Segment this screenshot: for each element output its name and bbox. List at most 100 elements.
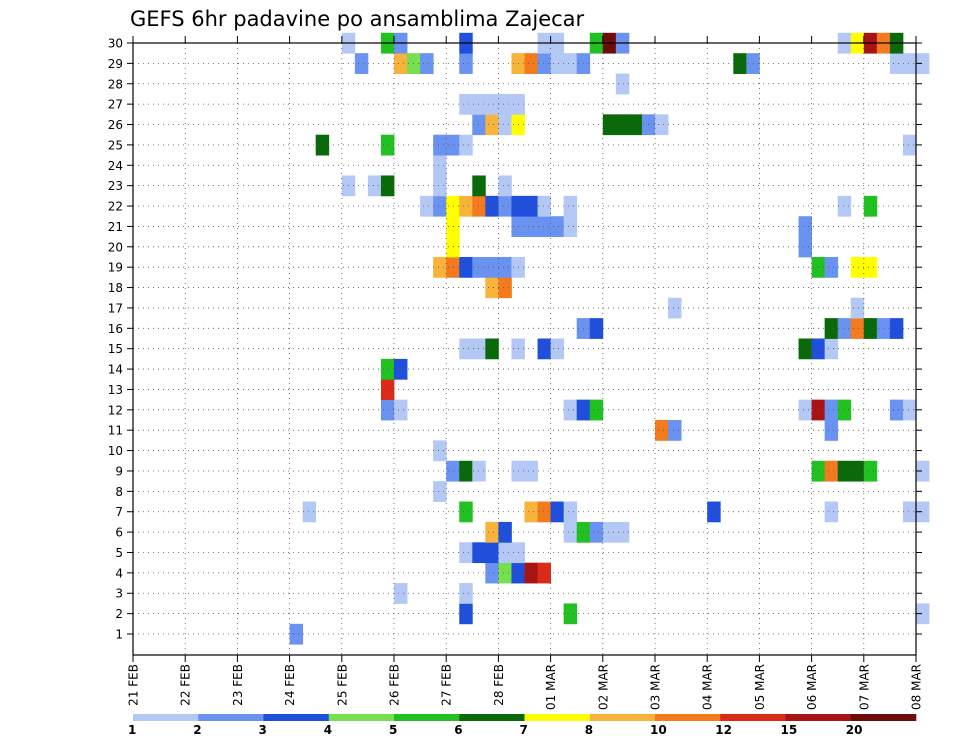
heatmap-cell	[459, 53, 473, 74]
legend-swatch	[524, 714, 591, 721]
heatmap-cell	[655, 420, 669, 441]
heatmap-cell	[668, 297, 682, 319]
y-tick-label: 27	[108, 98, 123, 112]
heatmap-cell	[563, 399, 578, 421]
heatmap-cell	[837, 399, 852, 421]
y-tick-label: 7	[115, 505, 123, 519]
heatmap-cell	[485, 114, 499, 136]
legend-label: 7	[520, 723, 528, 737]
heatmap-cell	[459, 338, 473, 360]
heatmap-cell	[628, 114, 643, 136]
legend-swatch	[263, 714, 330, 721]
x-axis-ticks: 21 FEB 22 FEB 23 FEB 24 FEB 25 FEB 26 FEB 27 F…	[127, 36, 924, 710]
heatmap-cell	[498, 114, 512, 136]
x-tick-label: 28 FEB	[492, 664, 506, 706]
x-tick-label: 05 MAR	[753, 664, 767, 710]
heatmap-cell	[380, 134, 395, 156]
heatmap-cell	[446, 256, 460, 278]
heatmap-cell	[563, 603, 578, 625]
heatmap-cell	[485, 542, 499, 564]
heatmap-cell	[420, 195, 434, 217]
y-tick-label: 3	[115, 587, 123, 601]
heatmap-cell	[498, 277, 512, 299]
legend-label: 15	[781, 723, 798, 737]
legend-label: 3	[259, 723, 267, 737]
heatmap-cell	[863, 460, 878, 482]
heatmap-cell	[472, 175, 486, 197]
heatmap-cell	[798, 338, 812, 360]
heatmap-cell	[550, 53, 565, 74]
heatmap-cell	[446, 134, 460, 156]
x-tick-label: 06 MAR	[805, 664, 819, 710]
heatmap-cell	[863, 195, 878, 217]
heatmap-cell	[524, 53, 538, 74]
x-tick-label: 22 FEB	[179, 664, 193, 706]
legend-swatch	[720, 714, 786, 721]
heatmap-cell	[889, 53, 904, 74]
heatmap-cell	[472, 114, 486, 136]
y-tick-label: 12	[108, 403, 123, 417]
y-tick-label: 2	[115, 607, 123, 621]
heatmap-cell	[550, 216, 565, 237]
heatmap-cell	[498, 93, 512, 115]
heatmap-cell	[889, 318, 904, 339]
legend-swatch	[133, 714, 199, 721]
heatmap-cell	[433, 155, 447, 176]
heatmap-cell	[446, 195, 460, 217]
heatmap-cell	[433, 481, 447, 502]
heatmap-cell	[524, 501, 538, 523]
y-tick-label: 15	[108, 342, 123, 356]
heatmap-cell	[459, 583, 473, 604]
heatmap-cell	[394, 358, 408, 380]
heatmap-cell	[485, 256, 499, 278]
heatmap-cell	[889, 399, 904, 421]
heatmap-cell	[367, 175, 382, 197]
heatmap-cell	[824, 399, 839, 421]
heatmap-cell	[315, 134, 330, 156]
heatmap-cell	[394, 583, 408, 604]
heatmap-cell	[459, 93, 473, 115]
heatmap-cell	[850, 297, 865, 319]
y-tick-label: 30	[108, 37, 123, 51]
heatmap-cell	[472, 195, 486, 217]
y-tick-label: 8	[115, 485, 123, 499]
heatmap-cell	[798, 216, 812, 237]
heatmap-cell	[420, 53, 434, 74]
y-tick-label: 14	[108, 363, 123, 377]
heatmap-cell	[380, 379, 395, 401]
heatmap-cell	[916, 53, 930, 74]
heatmap-cell	[433, 134, 447, 156]
heatmap-cell	[537, 53, 551, 74]
heatmap-cell	[863, 256, 878, 278]
heatmap-cell	[589, 318, 604, 339]
y-tick-label: 19	[108, 261, 123, 275]
y-tick-label: 24	[108, 159, 123, 173]
heatmap-cell	[524, 216, 538, 237]
x-tick-label: 26 FEB	[388, 664, 402, 706]
heatmap-cell	[394, 399, 408, 421]
x-tick-label: 23 FEB	[231, 664, 245, 706]
heatmap-cell	[850, 460, 865, 482]
heatmap-cell	[446, 216, 460, 237]
y-axis-ticks: 1234567891011121314151617181920212223242…	[108, 37, 922, 642]
heatmap-cell	[668, 420, 682, 441]
legend-label: 12	[715, 723, 732, 737]
heatmap-cell	[498, 521, 512, 543]
y-tick-label: 9	[115, 464, 123, 478]
legend-swatch	[589, 714, 656, 721]
heatmap-cell	[472, 542, 486, 564]
heatmap-cell	[902, 399, 917, 421]
heatmap-cell	[550, 338, 565, 360]
heatmap-cell	[902, 134, 917, 156]
x-tick-label: 03 MAR	[649, 664, 663, 710]
x-tick-label: 08 MAR	[910, 664, 924, 710]
heatmap-cell	[798, 236, 812, 258]
chart-title: GEFS 6hr padavine po ansamblima Zajecar	[130, 7, 585, 31]
heatmap-cell	[733, 53, 747, 74]
heatmap-cell	[433, 440, 447, 462]
heatmap-cell	[485, 93, 499, 115]
heatmap-cell	[824, 420, 839, 441]
heatmap-cell	[354, 53, 369, 74]
heatmap-cell	[524, 195, 538, 217]
